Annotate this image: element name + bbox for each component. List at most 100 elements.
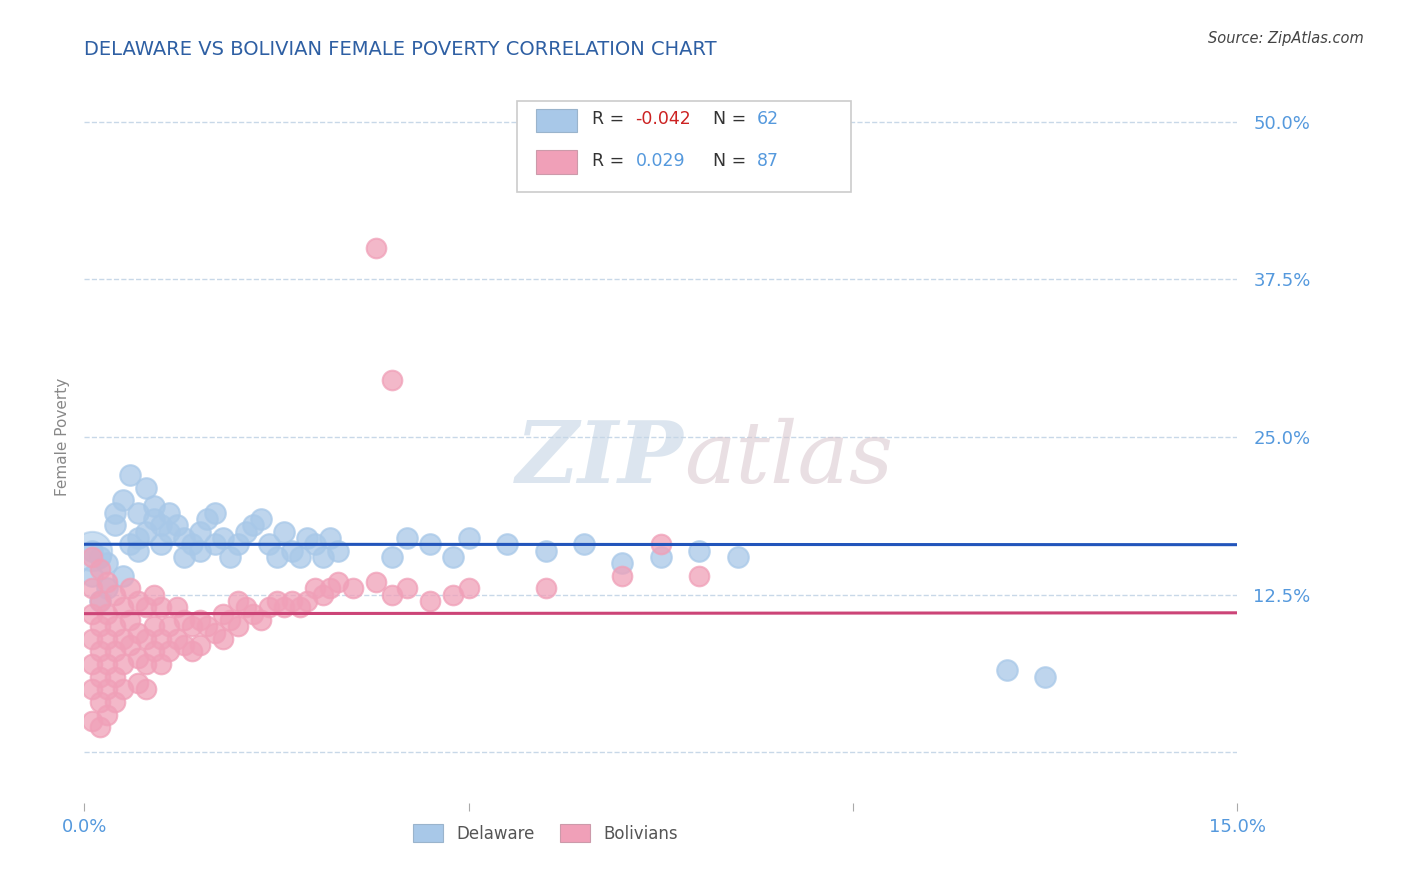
- Point: [181, 619, 204, 633]
- Point: [396, 582, 419, 596]
- Point: [127, 650, 149, 665]
- Point: [80, 582, 103, 596]
- Point: [111, 569, 134, 583]
- Point: [142, 619, 165, 633]
- Text: -0.042: -0.042: [636, 110, 692, 128]
- Text: ZIP: ZIP: [516, 417, 683, 500]
- Point: [89, 720, 111, 734]
- Point: [226, 594, 249, 608]
- Point: [127, 676, 149, 690]
- Point: [266, 549, 288, 564]
- Point: [89, 594, 111, 608]
- FancyBboxPatch shape: [536, 109, 576, 132]
- Point: [111, 493, 134, 508]
- Point: [89, 670, 111, 684]
- Point: [319, 582, 342, 596]
- Point: [219, 549, 242, 564]
- Point: [188, 613, 211, 627]
- Point: [273, 600, 295, 615]
- Point: [211, 531, 233, 545]
- Point: [650, 549, 672, 564]
- Point: [304, 582, 326, 596]
- Point: [266, 594, 288, 608]
- Point: [150, 518, 173, 533]
- Point: [204, 506, 226, 520]
- Text: 62: 62: [756, 110, 779, 128]
- Point: [650, 537, 672, 551]
- Point: [80, 549, 103, 564]
- FancyBboxPatch shape: [536, 151, 576, 174]
- Point: [96, 632, 118, 646]
- Text: atlas: atlas: [683, 417, 893, 500]
- Point: [150, 632, 173, 646]
- Point: [166, 518, 188, 533]
- Point: [396, 531, 419, 545]
- Point: [120, 537, 142, 551]
- Point: [419, 594, 441, 608]
- Point: [104, 518, 127, 533]
- Point: [120, 582, 142, 596]
- Point: [135, 657, 157, 671]
- Point: [104, 644, 127, 658]
- Point: [127, 594, 149, 608]
- Point: [727, 549, 749, 564]
- Text: DELAWARE VS BOLIVIAN FEMALE POVERTY CORRELATION CHART: DELAWARE VS BOLIVIAN FEMALE POVERTY CORR…: [84, 39, 717, 59]
- Point: [195, 512, 218, 526]
- Point: [96, 556, 118, 570]
- Point: [311, 588, 333, 602]
- Y-axis label: Female Poverty: Female Poverty: [55, 378, 70, 496]
- Point: [157, 619, 180, 633]
- Point: [157, 644, 180, 658]
- Point: [96, 607, 118, 621]
- Point: [342, 582, 364, 596]
- Point: [496, 537, 519, 551]
- Point: [572, 537, 595, 551]
- Point: [150, 657, 173, 671]
- Point: [612, 569, 634, 583]
- Point: [80, 543, 103, 558]
- Point: [250, 613, 273, 627]
- Point: [211, 607, 233, 621]
- Point: [150, 537, 173, 551]
- Point: [166, 600, 188, 615]
- Point: [89, 619, 111, 633]
- Point: [381, 549, 404, 564]
- Point: [204, 625, 226, 640]
- Point: [127, 531, 149, 545]
- Point: [288, 549, 311, 564]
- Point: [319, 531, 342, 545]
- Point: [688, 543, 710, 558]
- Point: [173, 613, 195, 627]
- Text: 0.029: 0.029: [636, 152, 685, 169]
- Point: [457, 582, 479, 596]
- Point: [127, 543, 149, 558]
- Point: [96, 575, 118, 590]
- Point: [311, 549, 333, 564]
- Point: [242, 518, 264, 533]
- Point: [96, 707, 118, 722]
- Point: [250, 512, 273, 526]
- Point: [173, 549, 195, 564]
- Text: N =: N =: [713, 110, 751, 128]
- Point: [235, 600, 257, 615]
- Point: [173, 638, 195, 652]
- Point: [281, 594, 304, 608]
- Point: [104, 670, 127, 684]
- Point: [188, 543, 211, 558]
- Point: [381, 373, 404, 387]
- Point: [326, 575, 349, 590]
- Point: [612, 556, 634, 570]
- Point: [441, 588, 464, 602]
- Point: [96, 682, 118, 697]
- Point: [80, 543, 103, 558]
- Point: [135, 524, 157, 539]
- Point: [326, 543, 349, 558]
- Point: [127, 625, 149, 640]
- Point: [142, 588, 165, 602]
- Point: [80, 682, 103, 697]
- Point: [89, 562, 111, 576]
- Text: 87: 87: [756, 152, 779, 169]
- Point: [226, 619, 249, 633]
- Point: [80, 607, 103, 621]
- Point: [534, 582, 557, 596]
